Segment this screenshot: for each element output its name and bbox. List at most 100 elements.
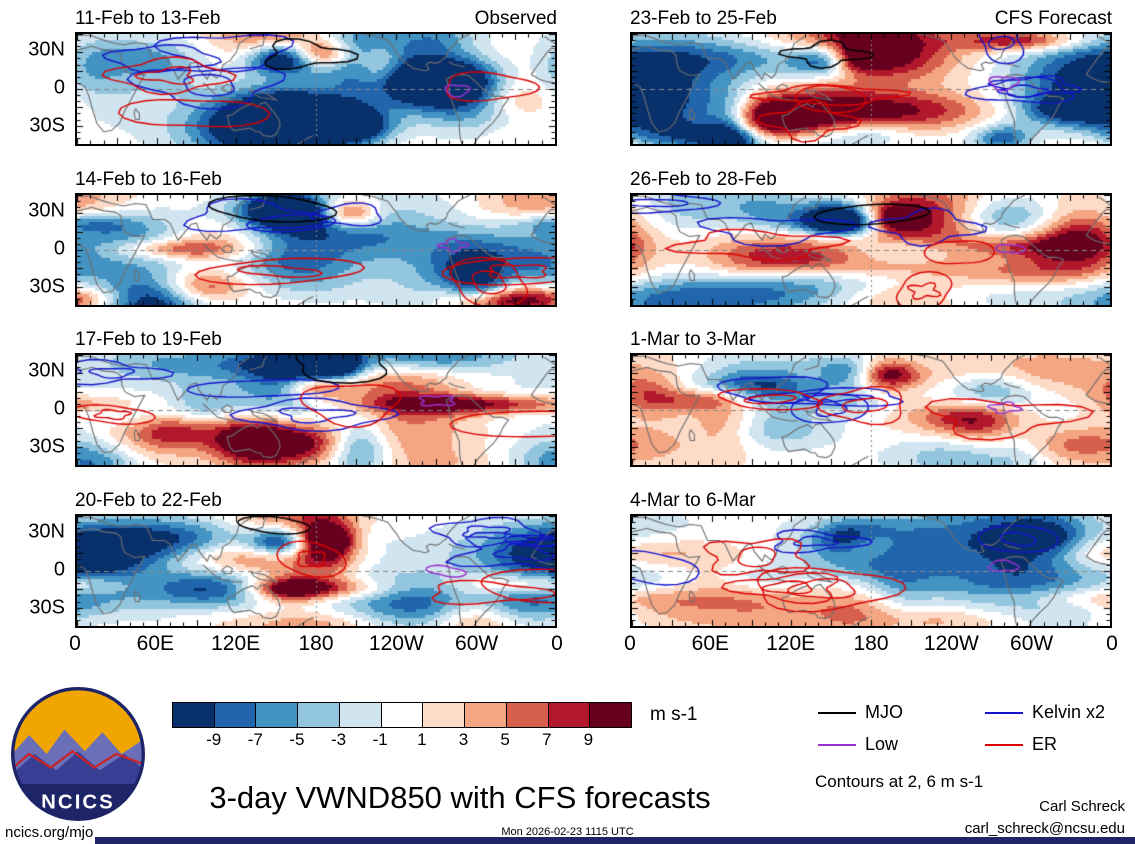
colorbar-tick: -5 xyxy=(289,730,305,749)
x-tick: 120W xyxy=(923,632,979,655)
credit-author: Carl Schreck xyxy=(1039,798,1125,815)
x-axis-labels-left: 0 60E 120E 180 120W 60W 0 xyxy=(69,632,563,660)
colorbar-tick: -3 xyxy=(330,730,347,749)
colorbar-tick: -1 xyxy=(372,730,388,749)
y-axis-labels: 30N 0 30S xyxy=(10,32,75,146)
panel-title: 20-Feb to 22-Feb xyxy=(75,490,222,511)
y-tick-30n: 30N xyxy=(28,359,65,382)
map-panel-canvas xyxy=(632,34,1110,144)
y-tick-30n: 30N xyxy=(28,520,65,543)
x-tick: 60W xyxy=(1010,632,1054,655)
panel-title: 14-Feb to 16-Feb xyxy=(75,169,222,190)
map-frame xyxy=(630,193,1112,307)
x-tick: 60E xyxy=(136,632,175,655)
x-tick: 0 xyxy=(69,632,81,655)
y-axis-labels: 30N 0 30S xyxy=(10,353,75,467)
map-frame xyxy=(630,353,1112,467)
map-panel-canvas xyxy=(77,34,555,144)
column-header-forecast: CFS Forecast xyxy=(994,8,1112,29)
colorbar-segment xyxy=(422,703,465,727)
x-tick: 180 xyxy=(853,632,889,655)
er-line-sample xyxy=(985,743,1023,746)
y-tick-30n: 30N xyxy=(28,199,65,222)
timestamp: Mon 2026-02-23 1115 UTC xyxy=(501,826,634,838)
y-tick-0: 0 xyxy=(53,76,65,99)
x-tick: 0 xyxy=(1106,632,1118,655)
colorbar-tick-labels: -9 -7 -5 -3 -1 1 3 5 7 9 xyxy=(172,730,630,752)
x-tick: 60W xyxy=(455,632,499,655)
colorbar-segment xyxy=(464,703,506,727)
panel-title: 4-Mar to 6-Mar xyxy=(630,490,756,511)
x-tick: 0 xyxy=(551,632,563,655)
colorbar-tick: -9 xyxy=(206,730,222,749)
y-tick-30n: 30N xyxy=(28,38,65,61)
legend-item-kelvin: Kelvin x2 xyxy=(985,702,1105,723)
x-axis-labels-right: 0 60E 120E 180 120W 60W 0 xyxy=(624,632,1118,660)
panel-title: 1-Mar to 3-Mar xyxy=(630,329,756,350)
x-tick: 120W xyxy=(368,632,424,655)
y-tick-30s: 30S xyxy=(29,114,65,137)
panel-forecast-2: 26-Feb to 28-Feb xyxy=(630,165,1112,307)
map-frame xyxy=(630,514,1112,628)
panel-forecast-4: 4-Mar to 6-Mar xyxy=(630,486,1112,628)
panel-forecast-3: 1-Mar to 3-Mar xyxy=(630,325,1112,467)
column-header-observed: Observed xyxy=(474,8,557,29)
map-panel-canvas xyxy=(77,355,555,465)
y-tick-30s: 30S xyxy=(29,275,65,298)
colorbar-tick: 1 xyxy=(417,730,427,749)
panel-forecast-1: 23-Feb to 25-Feb CFS Forecast xyxy=(630,4,1112,146)
colorbar xyxy=(172,702,632,728)
credit-email: carl_schreck@ncsu.edu xyxy=(964,820,1125,837)
map-panel-canvas xyxy=(632,516,1110,626)
colorbar-unit: m s-1 xyxy=(650,704,698,725)
legend-label: MJO xyxy=(865,702,903,722)
colorbar-tick: -7 xyxy=(247,730,263,749)
site-url: ncics.org/mjo xyxy=(5,824,94,841)
legend-item-low: Low xyxy=(818,734,898,755)
panel-observed-4: 20-Feb to 22-Feb 30N 0 30S xyxy=(10,486,557,628)
y-tick-30s: 30S xyxy=(29,435,65,458)
panel-title: 23-Feb to 25-Feb xyxy=(630,8,777,29)
x-tick: 120E xyxy=(211,632,261,655)
x-tick: 180 xyxy=(298,632,334,655)
map-frame xyxy=(630,32,1112,146)
map-frame xyxy=(75,193,557,307)
colorbar-segment xyxy=(297,703,339,727)
panel-observed-3: 17-Feb to 19-Feb 30N 0 30S xyxy=(10,325,557,467)
x-tick: 0 xyxy=(624,632,636,655)
panel-observed-2: 14-Feb to 16-Feb 30N 0 30S xyxy=(10,165,557,307)
contour-note: Contours at 2, 6 m s-1 xyxy=(815,772,984,791)
colorbar-tick: 7 xyxy=(542,730,552,749)
map-frame xyxy=(75,32,557,146)
legend-label: ER xyxy=(1032,734,1058,754)
y-axis-labels: 30N 0 30S xyxy=(10,514,75,628)
colorbar-segment xyxy=(505,703,548,727)
low-line-sample xyxy=(818,743,856,746)
panel-title: 17-Feb to 19-Feb xyxy=(75,329,222,350)
panel-title: 26-Feb to 28-Feb xyxy=(630,169,777,190)
colorbar-segment xyxy=(380,703,423,727)
map-panel-canvas xyxy=(77,516,555,626)
legend-label: Low xyxy=(865,734,899,754)
colorbar-segment xyxy=(213,703,256,727)
y-tick-0: 0 xyxy=(53,237,65,260)
legend-item-mjo: MJO xyxy=(818,702,903,723)
colorbar-segment xyxy=(547,703,590,727)
kelvin-line-sample xyxy=(985,711,1023,714)
y-axis-labels: 30N 0 30S xyxy=(10,193,75,307)
colorbar-tick: 9 xyxy=(583,730,594,749)
map-panel-canvas xyxy=(632,195,1110,305)
legend-label: Kelvin x2 xyxy=(1032,702,1106,722)
colorbar-tick: 5 xyxy=(500,730,510,749)
y-tick-30s: 30S xyxy=(29,596,65,619)
colorbar-segment xyxy=(338,703,381,727)
map-panel-canvas xyxy=(77,195,555,305)
panel-observed-1: 11-Feb to 13-Feb Observed 30N 0 30S xyxy=(10,4,557,146)
panel-title: 11-Feb to 13-Feb xyxy=(75,8,221,29)
map-frame xyxy=(75,353,557,467)
x-tick: 120E xyxy=(766,632,816,655)
colorbar-segment xyxy=(589,703,632,727)
footer-accent-bar xyxy=(95,837,1135,844)
map-frame xyxy=(75,514,557,628)
